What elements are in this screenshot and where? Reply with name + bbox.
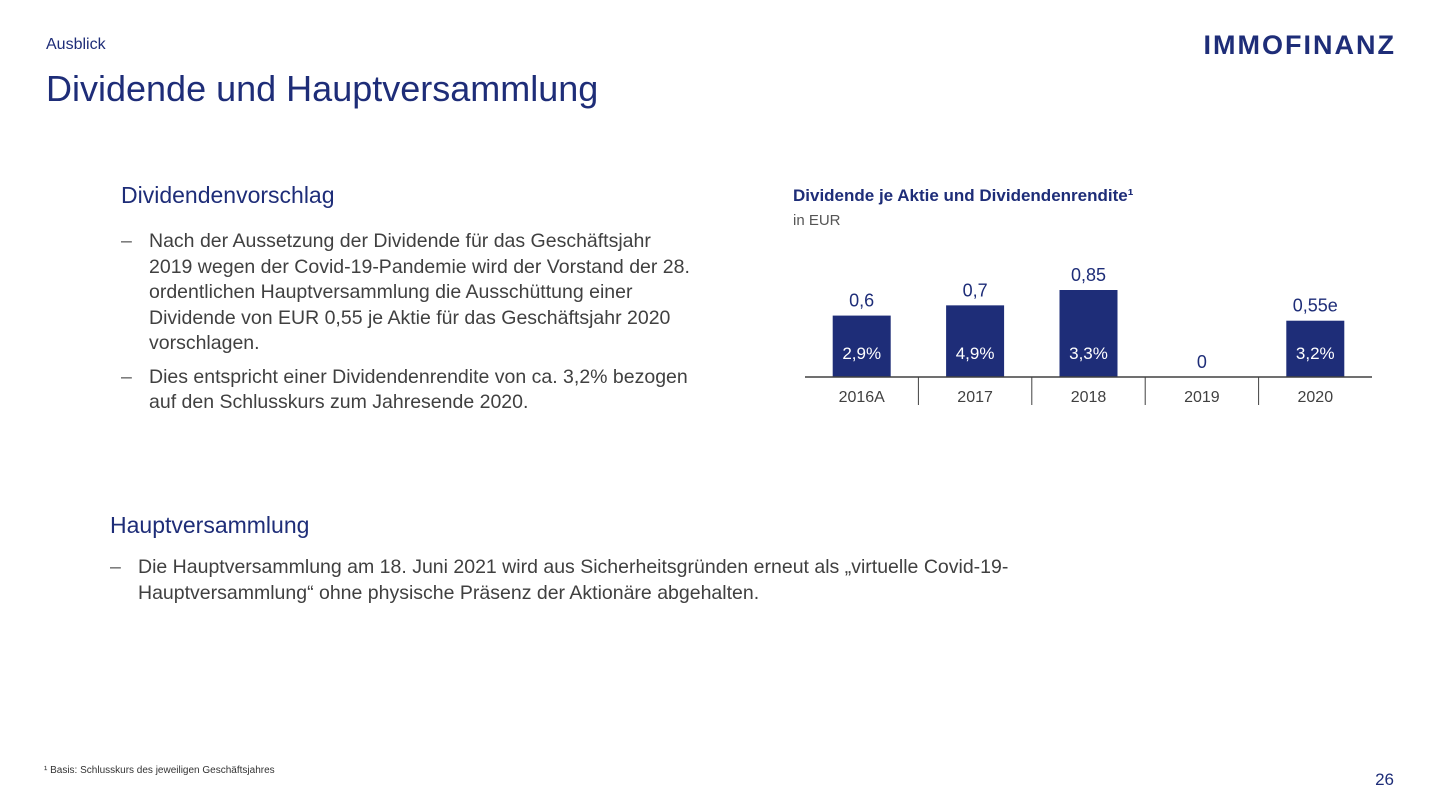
bar-value-label: 0,85 — [1071, 265, 1106, 285]
bar — [832, 315, 891, 377]
bullet-text: Die Hauptversammlung am 18. Juni 2021 wi… — [138, 556, 1009, 604]
bar-yield-label: 3,2% — [1296, 344, 1335, 363]
page-title: Dividende und Hauptversammlung — [46, 68, 599, 109]
bar-yield-label: 2,9% — [842, 344, 881, 363]
x-tick-label: 2018 — [1071, 389, 1107, 406]
x-tick-label: 2016A — [839, 389, 886, 406]
bullet-text: Dies entspricht einer Dividendenrendite … — [149, 365, 688, 414]
dash-bullet: – — [121, 230, 132, 252]
bar-value-label: 0,7 — [963, 280, 988, 300]
chart-unit: in EUR — [793, 212, 841, 229]
x-tick-label: 2017 — [957, 389, 993, 406]
agm-heading: Hauptversammlung — [110, 512, 310, 538]
bar — [1286, 320, 1345, 377]
dividend-bar-chart: 0,6 2,9% 2016A 0,7 4,9% 2017 0,85 3,3% 2018 0 2019… — [805, 265, 1372, 406]
dash-bullet: – — [121, 365, 132, 388]
company-logo: IMMOFINANZ — [1203, 30, 1396, 60]
x-tick-label: 2019 — [1184, 389, 1220, 406]
bar-yield-label: 3,3% — [1069, 344, 1108, 363]
section-label: Ausblick — [46, 36, 106, 53]
bar — [1059, 290, 1118, 377]
page-number: 26 — [1375, 770, 1394, 789]
footnote: ¹ Basis: Schlusskurs des jeweiligen Gesc… — [44, 765, 275, 776]
bar-value-label: 0,55e — [1293, 296, 1338, 316]
dividend-proposal-list: – Nach der Aussetzung der Dividende für d… — [121, 229, 691, 424]
bar-value-label: 0 — [1197, 352, 1207, 372]
dash-bullet: – — [110, 556, 121, 578]
bullet-text: Nach der Aussetzung der Dividende für da… — [149, 230, 690, 354]
chart-title: Dividende je Aktie und Dividendenrendite… — [793, 186, 1134, 205]
list-item: – Die Hauptversammlung am 18. Juni 2021 w… — [110, 555, 1050, 606]
dividend-proposal-heading: Dividendenvorschlag — [121, 182, 335, 208]
agm-list: – Die Hauptversammlung am 18. Juni 2021 w… — [110, 555, 1050, 614]
bar-value-label: 0,6 — [849, 291, 874, 311]
list-item: – Dies entspricht einer Dividendenrendite… — [121, 365, 691, 416]
x-tick-label: 2020 — [1298, 389, 1334, 406]
bar-yield-label: 4,9% — [956, 344, 995, 363]
bar — [946, 305, 1005, 377]
list-item: – Nach der Aussetzung der Dividende für d… — [121, 229, 691, 357]
